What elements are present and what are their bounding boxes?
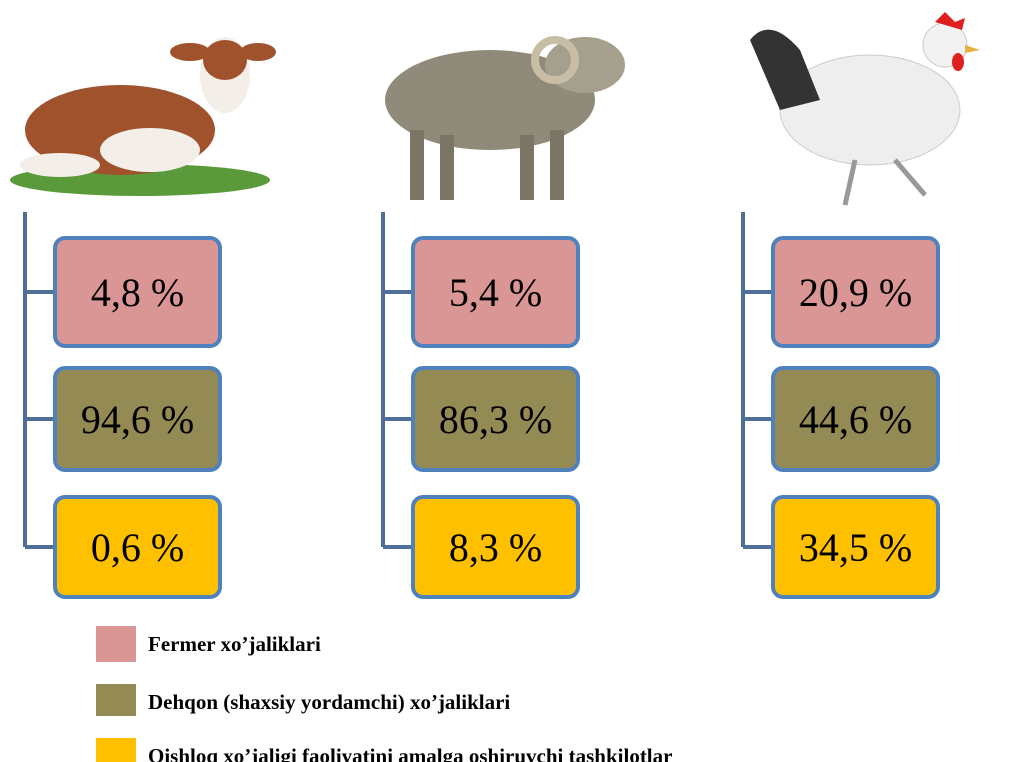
share-value: 4,8 % [91, 270, 184, 315]
cow-image [10, 37, 276, 196]
legend-swatch [96, 626, 136, 662]
share-value: 0,6 % [91, 525, 184, 570]
legend-swatch [96, 684, 136, 716]
legend-label: Dehqon (shaxsiy yordamchi) xo’jaliklari [148, 690, 510, 714]
share-value: 20,9 % [799, 270, 912, 315]
share-value: 86,3 % [439, 397, 552, 442]
share-value: 8,3 % [449, 525, 542, 570]
hen-image [750, 12, 980, 205]
legend-swatch [96, 738, 136, 762]
share-value: 34,5 % [799, 525, 912, 570]
share-value: 44,6 % [799, 397, 912, 442]
sheep-image [385, 37, 625, 200]
share-value: 94,6 % [81, 397, 194, 442]
legend-label: Qishloq xo’jaligi faoliyatini amalga osh… [148, 744, 672, 762]
legend-label: Fermer xo’jaliklari [148, 632, 321, 656]
share-value: 5,4 % [449, 270, 542, 315]
diagram: 4,8 % 94,6 % 0,6 % 5,4 % 86,3 % 8,3 % 20,9 % 44… [0, 0, 1010, 762]
